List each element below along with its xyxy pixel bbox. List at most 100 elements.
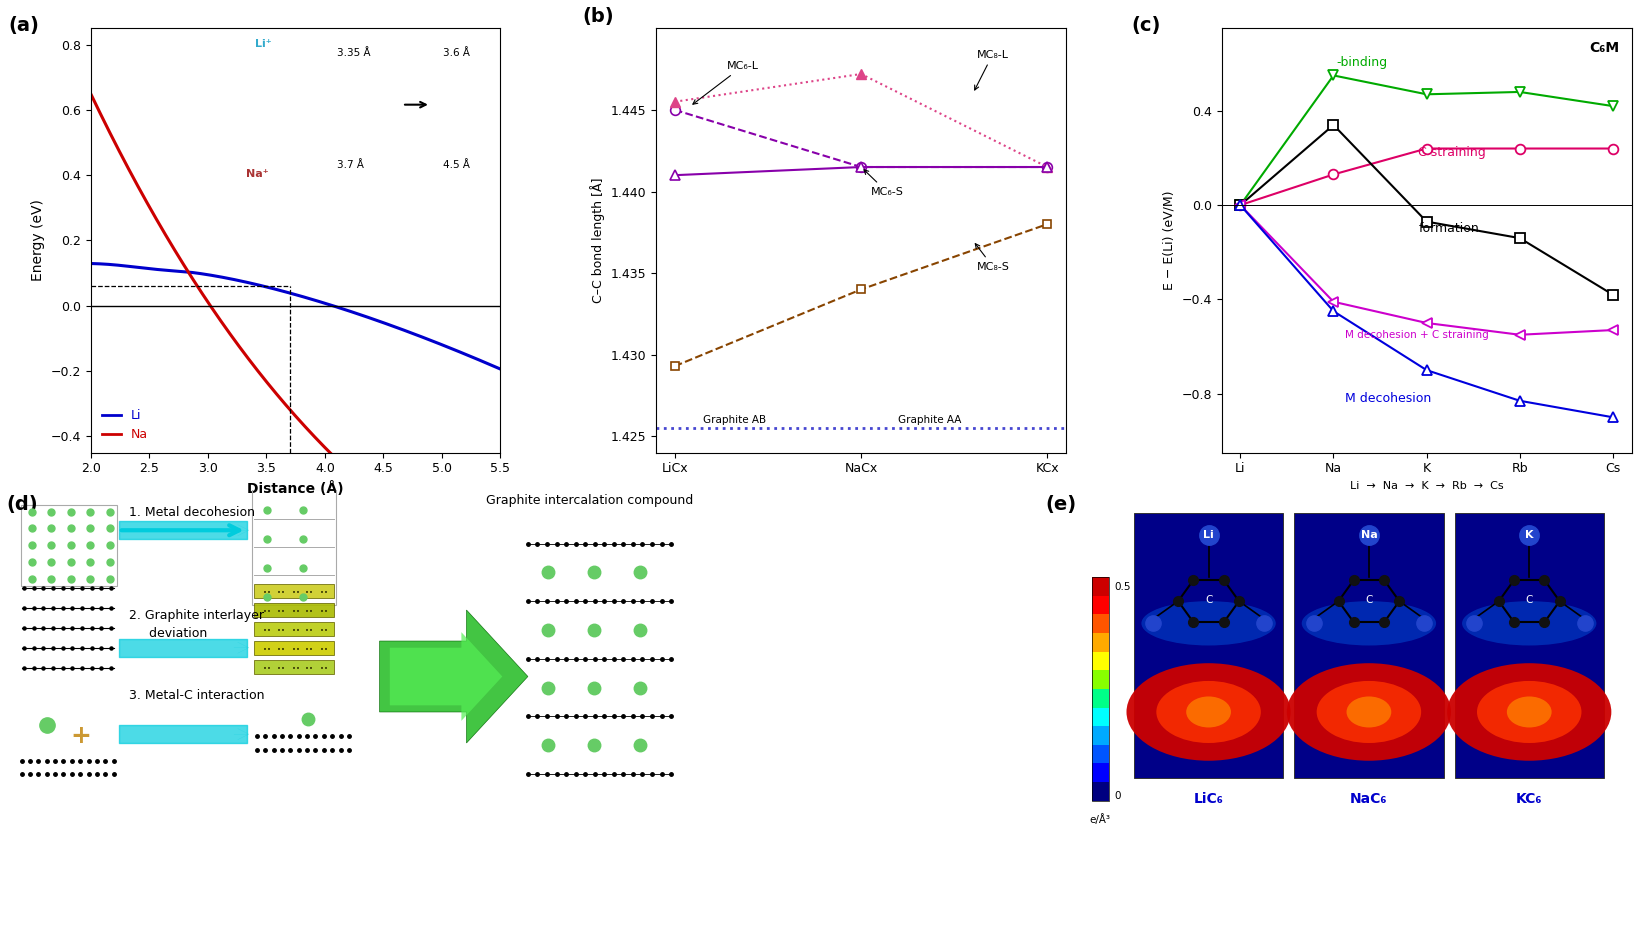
Text: C: C bbox=[1365, 595, 1373, 605]
Text: +: + bbox=[71, 724, 91, 749]
Text: (b): (b) bbox=[582, 7, 615, 26]
Text: ••: •• bbox=[320, 628, 328, 634]
Text: ••: •• bbox=[292, 590, 300, 596]
FancyBboxPatch shape bbox=[1093, 652, 1109, 670]
Text: -binding: -binding bbox=[1337, 57, 1388, 70]
Text: ••: •• bbox=[320, 609, 328, 615]
Text: 2. Graphite interlayer: 2. Graphite interlayer bbox=[129, 609, 264, 621]
Text: deviation: deviation bbox=[129, 626, 208, 639]
Y-axis label: C–C bond length [Å]: C–C bond length [Å] bbox=[590, 177, 605, 304]
Text: M decohesion + C straining: M decohesion + C straining bbox=[1345, 330, 1488, 340]
FancyBboxPatch shape bbox=[1093, 745, 1109, 764]
X-axis label: Li  →  Na  →  K  →  Rb  →  Cs: Li → Na → K → Rb → Cs bbox=[1350, 481, 1503, 491]
Text: C: C bbox=[1526, 595, 1533, 605]
FancyBboxPatch shape bbox=[1093, 764, 1109, 782]
FancyBboxPatch shape bbox=[254, 603, 333, 617]
FancyBboxPatch shape bbox=[254, 584, 333, 598]
Text: NaC₆: NaC₆ bbox=[1350, 792, 1388, 806]
FancyBboxPatch shape bbox=[1093, 633, 1109, 652]
FancyBboxPatch shape bbox=[254, 660, 333, 674]
Text: ••: •• bbox=[277, 590, 285, 596]
Text: ••: •• bbox=[292, 666, 300, 672]
Text: ••: •• bbox=[277, 666, 285, 672]
FancyBboxPatch shape bbox=[1093, 782, 1109, 801]
Polygon shape bbox=[391, 632, 503, 720]
FancyBboxPatch shape bbox=[254, 622, 333, 637]
Text: 3.7 Å: 3.7 Å bbox=[336, 160, 364, 171]
Text: MC₆-S: MC₆-S bbox=[864, 170, 903, 197]
Text: (c): (c) bbox=[1132, 15, 1160, 35]
Text: ••: •• bbox=[264, 609, 272, 615]
Text: ••: •• bbox=[277, 609, 285, 615]
FancyBboxPatch shape bbox=[1294, 513, 1444, 779]
Y-axis label: Energy (eV): Energy (eV) bbox=[31, 200, 44, 281]
Ellipse shape bbox=[1287, 663, 1450, 761]
Text: ••: •• bbox=[277, 647, 285, 653]
Text: Li⁺: Li⁺ bbox=[254, 40, 272, 49]
FancyBboxPatch shape bbox=[254, 641, 333, 655]
Text: e/Å³: e/Å³ bbox=[1089, 814, 1111, 825]
Text: LiC₆: LiC₆ bbox=[1193, 792, 1223, 806]
Text: ••: •• bbox=[305, 647, 313, 653]
Text: ••: •• bbox=[305, 666, 313, 672]
Ellipse shape bbox=[1506, 697, 1552, 727]
Text: ••: •• bbox=[292, 647, 300, 653]
Text: 0: 0 bbox=[1114, 790, 1121, 801]
Ellipse shape bbox=[1462, 602, 1597, 645]
Text: ••: •• bbox=[320, 590, 328, 596]
Text: ••: •• bbox=[320, 647, 328, 653]
Text: ••: •• bbox=[320, 666, 328, 672]
Text: (e): (e) bbox=[1045, 495, 1076, 514]
FancyBboxPatch shape bbox=[1093, 689, 1109, 707]
Ellipse shape bbox=[1157, 681, 1261, 743]
Text: Graphite AA: Graphite AA bbox=[898, 415, 962, 425]
Text: ••: •• bbox=[305, 628, 313, 634]
Text: Li: Li bbox=[1203, 530, 1215, 539]
Legend: Li, Na: Li, Na bbox=[97, 405, 153, 446]
Text: C straining: C straining bbox=[1419, 145, 1486, 158]
Text: 3.35 Å: 3.35 Å bbox=[336, 48, 371, 58]
Ellipse shape bbox=[1187, 697, 1231, 727]
Ellipse shape bbox=[1477, 681, 1582, 743]
Text: ••: •• bbox=[277, 628, 285, 634]
Text: ••: •• bbox=[305, 609, 313, 615]
Text: Graphite AB: Graphite AB bbox=[702, 415, 766, 425]
FancyBboxPatch shape bbox=[1093, 670, 1109, 689]
FancyBboxPatch shape bbox=[1093, 726, 1109, 745]
Text: (a): (a) bbox=[8, 15, 40, 35]
Text: 0.5: 0.5 bbox=[1114, 582, 1131, 591]
Text: ••: •• bbox=[264, 628, 272, 634]
Text: Na⁺: Na⁺ bbox=[246, 169, 269, 179]
Text: ••: •• bbox=[264, 666, 272, 672]
Ellipse shape bbox=[1127, 663, 1290, 761]
Ellipse shape bbox=[1317, 681, 1421, 743]
Y-axis label: E − E(Li) (eV/M): E − E(Li) (eV/M) bbox=[1163, 190, 1177, 290]
Text: M decohesion: M decohesion bbox=[1345, 391, 1430, 405]
Text: ••: •• bbox=[264, 590, 272, 596]
Ellipse shape bbox=[1302, 602, 1435, 645]
Text: MC₈-L: MC₈-L bbox=[974, 50, 1009, 90]
Text: 1. Metal decohesion: 1. Metal decohesion bbox=[129, 506, 255, 519]
Ellipse shape bbox=[1142, 602, 1276, 645]
Text: ••: •• bbox=[292, 628, 300, 634]
Text: MC₈-S: MC₈-S bbox=[976, 243, 1010, 272]
Ellipse shape bbox=[1346, 697, 1391, 727]
FancyBboxPatch shape bbox=[1134, 513, 1284, 779]
Text: Graphite intercalation compound: Graphite intercalation compound bbox=[486, 493, 692, 506]
FancyBboxPatch shape bbox=[1093, 707, 1109, 726]
Text: Na: Na bbox=[1361, 530, 1378, 539]
Text: formation: formation bbox=[1419, 222, 1480, 235]
Text: C: C bbox=[1205, 595, 1213, 605]
Text: ••: •• bbox=[305, 590, 313, 596]
Text: ••: •• bbox=[292, 609, 300, 615]
FancyBboxPatch shape bbox=[1093, 596, 1109, 615]
Text: (d): (d) bbox=[7, 495, 38, 514]
Text: 3. Metal-C interaction: 3. Metal-C interaction bbox=[129, 688, 264, 702]
FancyBboxPatch shape bbox=[1455, 513, 1604, 779]
X-axis label: Distance (Å): Distance (Å) bbox=[247, 481, 344, 496]
Text: KC₆: KC₆ bbox=[1516, 792, 1543, 806]
Text: 3.6 Å: 3.6 Å bbox=[443, 48, 470, 58]
Text: ••: •• bbox=[264, 647, 272, 653]
Text: 4.5 Å: 4.5 Å bbox=[443, 160, 470, 171]
Text: K: K bbox=[1524, 530, 1534, 539]
